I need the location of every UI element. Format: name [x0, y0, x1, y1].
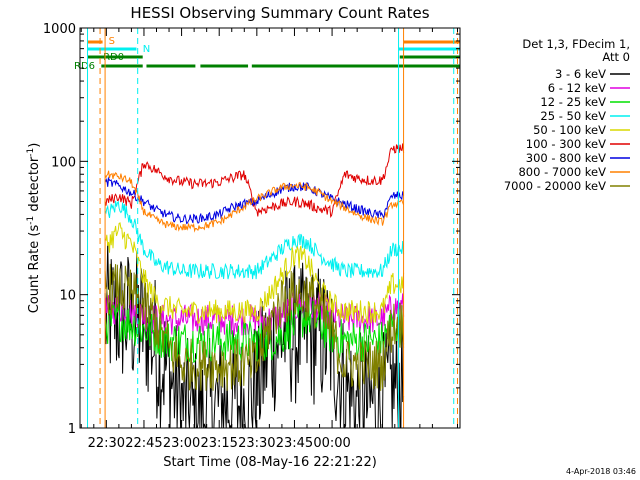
legend-item-label: 800 - 7000 keV — [518, 165, 606, 179]
series-line-8 — [104, 263, 405, 391]
series-line-6 — [104, 176, 405, 225]
y-axis-label: Count Rate (s-1 detector-1) — [26, 143, 42, 314]
chart-title: HESSI Observing Summary Count Rates — [130, 4, 429, 22]
y-tick-label: 1000 — [43, 22, 76, 37]
series-line-0 — [104, 242, 405, 430]
x-axis-ticks: 22:30 22:45 23:00 23:15 23:30 23:45 00:00 — [80, 28, 458, 451]
flag-label-n: N — [143, 44, 150, 55]
flag-label-s: S — [109, 36, 115, 47]
legend-header-line-1: Det 1,3, FDecim 1, — [522, 37, 630, 51]
legend-item-label: 100 - 300 keV — [526, 137, 606, 151]
legend-item-label: 25 - 50 keV — [540, 109, 606, 123]
footer-timestamp: 4-Apr-2018 03:46 — [566, 467, 636, 476]
status-flag-bars: S N RD0 RD6 — [74, 36, 460, 72]
legend-item-label: 300 - 800 keV — [526, 151, 606, 165]
x-tick-label: 23:15 — [200, 436, 237, 451]
x-tick-label: 23:00 — [163, 436, 200, 451]
vertical-markers — [87, 28, 458, 428]
y-tick-label: 1 — [68, 422, 76, 437]
series-line-4 — [104, 222, 405, 324]
y-tick-label: 10 — [59, 289, 76, 304]
legend-item-label: 12 - 25 keV — [540, 95, 606, 109]
legend-item-label: 6 - 12 keV — [548, 81, 606, 95]
y-tick-label: 100 — [51, 155, 76, 170]
series-layer — [104, 143, 405, 430]
legend-header-line-2: Att 0 — [602, 50, 630, 64]
x-axis-label: Start Time (08-May-16 22:21:22) — [163, 455, 377, 470]
y-axis-ticks: 1 10 100 1000 — [43, 22, 460, 437]
x-tick-label: 22:45 — [125, 436, 162, 451]
series-line-7 — [104, 170, 405, 233]
legend-item-label: 3 - 6 keV — [555, 67, 606, 81]
flag-label-rd6: RD6 — [74, 61, 95, 72]
flag-label-rd0: RD0 — [103, 52, 124, 63]
legend-item-label: 50 - 100 keV — [533, 123, 606, 137]
legend-item-label: 7000 - 20000 keV — [504, 179, 606, 193]
series-line-3 — [104, 200, 405, 280]
x-tick-label: 22:30 — [88, 436, 125, 451]
x-tick-label: 23:30 — [238, 436, 275, 451]
plot-frame — [79, 27, 461, 429]
x-tick-label: 23:45 — [276, 436, 313, 451]
x-tick-label: 00:00 — [313, 436, 350, 451]
